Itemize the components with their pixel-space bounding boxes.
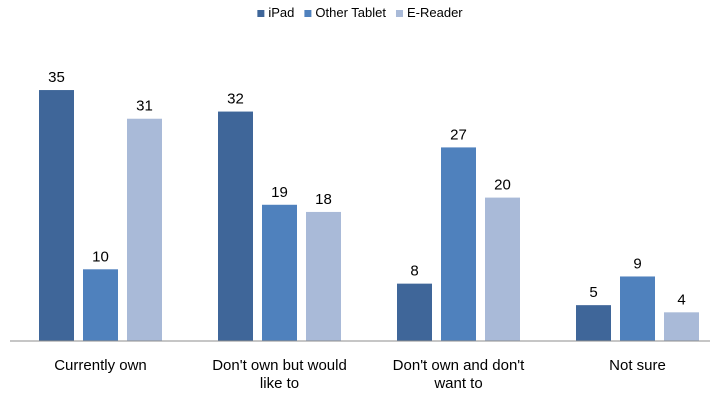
bar-e-reader-2 xyxy=(306,211,341,341)
category-labels: Currently own Don't own but would like to D… xyxy=(54,357,666,392)
legend-label-e-reader: E-Reader xyxy=(407,5,463,20)
legend-swatch-e-reader xyxy=(395,10,403,17)
category-label-3: Don't own and don't want to xyxy=(393,357,525,392)
bar-ipad-1 xyxy=(39,90,74,341)
value-label-other-tablet-1: 10 xyxy=(92,248,109,265)
value-label-other-tablet-4: 9 xyxy=(633,255,641,272)
bar-other-tablet-2 xyxy=(262,204,297,341)
bar-ipad-4 xyxy=(576,305,611,341)
bar-e-reader-3 xyxy=(485,197,520,341)
value-label-other-tablet-2: 19 xyxy=(271,184,288,201)
value-label-ipad-1: 35 xyxy=(48,69,65,86)
value-label-ipad-3: 8 xyxy=(410,263,418,280)
value-label-other-tablet-3: 27 xyxy=(450,126,467,143)
bar-other-tablet-4 xyxy=(620,276,655,341)
value-labels: 35 32 8 5 10 19 27 9 31 18 20 4 xyxy=(48,69,686,308)
legend-swatch-other-tablet xyxy=(304,10,312,17)
bar-ipad-3 xyxy=(397,283,432,341)
value-label-ipad-2: 32 xyxy=(227,91,244,108)
value-label-e-reader-4: 4 xyxy=(677,291,685,308)
legend-label-ipad: iPad xyxy=(268,5,294,20)
legend: iPad Other Tablet E-Reader xyxy=(257,5,463,20)
value-label-ipad-4: 5 xyxy=(589,284,597,301)
bars xyxy=(39,90,699,341)
bar-ipad-2 xyxy=(218,111,253,341)
category-label-1: Currently own xyxy=(54,357,147,374)
bar-other-tablet-1 xyxy=(83,269,118,341)
bar-other-tablet-3 xyxy=(441,147,476,341)
value-label-e-reader-1: 31 xyxy=(136,98,153,115)
legend-label-other-tablet: Other Tablet xyxy=(315,5,386,20)
legend-swatch-ipad xyxy=(257,10,265,17)
category-label-4: Not sure xyxy=(609,357,666,374)
value-label-e-reader-3: 20 xyxy=(494,177,511,194)
bar-e-reader-4 xyxy=(664,312,699,341)
bar-e-reader-1 xyxy=(127,118,162,341)
value-label-e-reader-2: 18 xyxy=(315,191,332,208)
category-label-2: Don't own but would like to xyxy=(212,357,347,392)
